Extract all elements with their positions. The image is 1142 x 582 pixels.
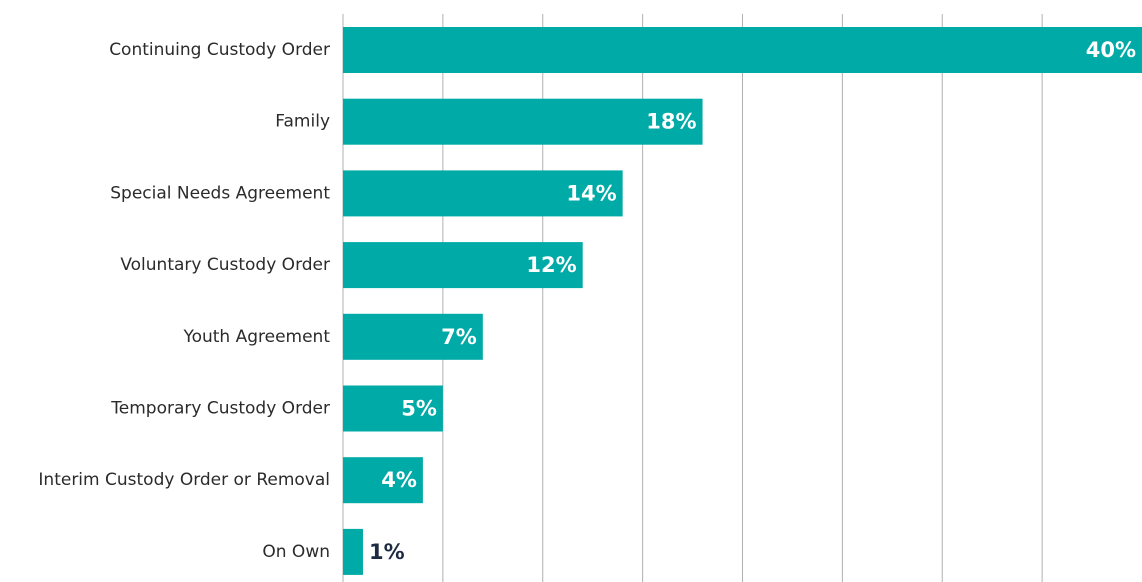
bar — [343, 170, 623, 217]
value-label: 12% — [526, 253, 576, 277]
category-label: Interim Custody Order or Removal — [38, 470, 330, 490]
value-label: 7% — [441, 325, 477, 349]
category-label: Youth Agreement — [182, 327, 330, 347]
category-label: Voluntary Custody Order — [120, 255, 330, 275]
bar — [343, 27, 1142, 73]
value-label: 4% — [381, 468, 417, 492]
value-label: 14% — [566, 181, 616, 205]
value-label: 5% — [401, 397, 437, 421]
bar — [343, 98, 703, 145]
bar — [343, 242, 583, 289]
category-label: On Own — [262, 542, 330, 562]
bar — [343, 385, 443, 432]
value-label: 18% — [646, 110, 696, 134]
category-label: Temporary Custody Order — [110, 399, 330, 419]
value-label: 1% — [369, 540, 405, 564]
bar — [343, 528, 363, 575]
category-label: Family — [275, 112, 330, 132]
value-label: 40% — [1086, 38, 1136, 62]
category-label: Special Needs Agreement — [110, 183, 330, 203]
category-label: Continuing Custody Order — [109, 40, 330, 60]
bar — [343, 313, 483, 360]
bar — [343, 457, 423, 504]
